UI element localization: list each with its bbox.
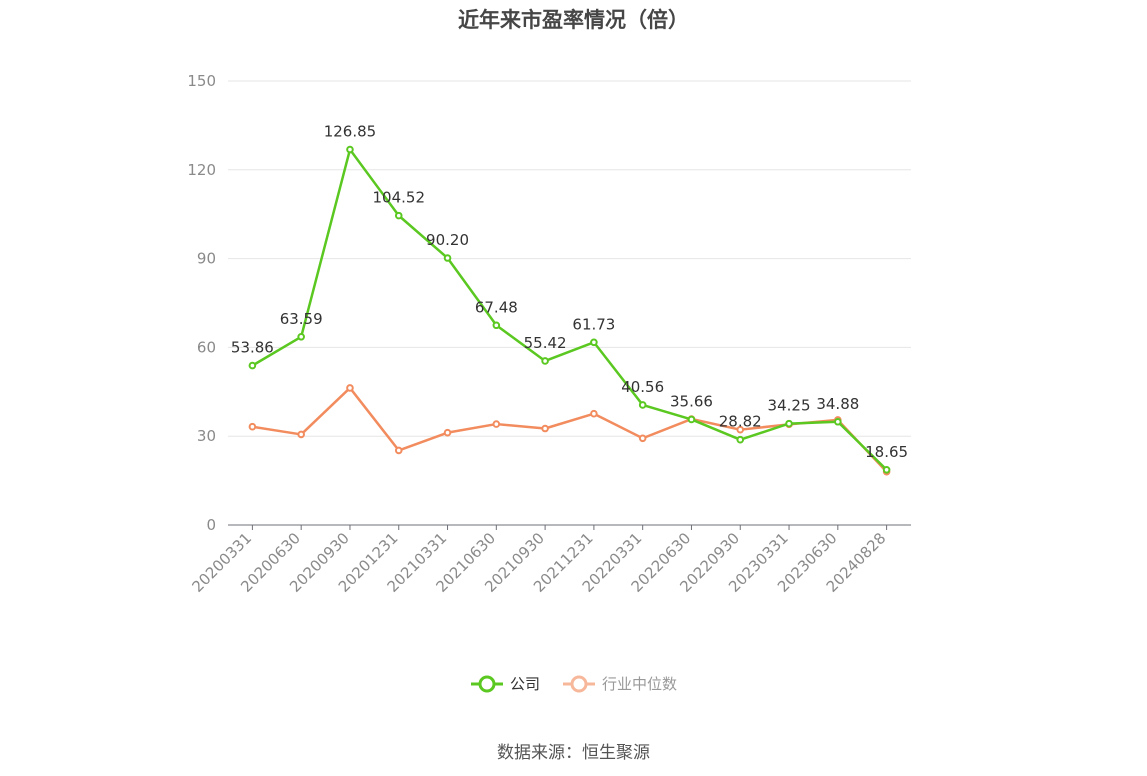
- data-label: 34.25: [768, 397, 811, 415]
- y-tick-label: 30: [197, 427, 216, 445]
- data-point-industry: [443, 428, 452, 437]
- data-label: 90.20: [426, 231, 469, 249]
- data-point-company: [443, 254, 452, 262]
- data-label: 67.48: [475, 298, 518, 316]
- data-point-industry: [394, 446, 403, 455]
- data-source: 数据来源：恒生聚源: [497, 743, 650, 763]
- legend-item-company[interactable]: 公司: [470, 673, 540, 694]
- data-point-industry: [541, 424, 549, 433]
- legend: 公司 行业中位数: [0, 673, 1147, 694]
- data-label: 61.73: [572, 315, 615, 333]
- y-tick-label: 0: [206, 516, 216, 534]
- grid-lines: [228, 80, 911, 437]
- series-line-company: [251, 148, 888, 471]
- data-label: 34.88: [816, 395, 859, 413]
- data-point-company: [687, 415, 696, 424]
- legend-marker-industry: [563, 675, 595, 692]
- data-point-industry: [248, 422, 257, 431]
- y-tick-label: 120: [187, 161, 216, 179]
- data-point-company: [346, 145, 354, 154]
- data-point-company: [394, 211, 403, 220]
- x-axis: 2020033120200630202009302020123120210331…: [188, 524, 911, 596]
- chart-title: 近年来市盈率情况（倍）: [458, 8, 689, 32]
- legend-label-company: 公司: [509, 675, 540, 693]
- data-point-company: [882, 465, 891, 474]
- data-point-company: [590, 338, 598, 347]
- data-label: 126.85: [324, 123, 377, 141]
- data-labels: 53.86 63.59 126.85 104.52 90.20 67.48 55.42 61.…: [231, 123, 908, 461]
- y-tick-label: 60: [197, 338, 216, 356]
- data-point-company: [541, 357, 549, 365]
- data-point-industry: [297, 430, 305, 439]
- y-tick-label: 150: [187, 72, 216, 90]
- data-label: 53.86: [231, 339, 274, 357]
- data-point-industry: [638, 434, 647, 443]
- data-point-company: [492, 321, 501, 330]
- data-label: 63.59: [280, 310, 323, 328]
- legend-item-industry[interactable]: 行业中位数: [562, 673, 677, 694]
- data-label: 55.42: [524, 334, 567, 352]
- data-point-company: [638, 401, 647, 409]
- series-lines: [248, 145, 891, 476]
- data-label: 104.52: [373, 189, 426, 207]
- data-point-industry: [590, 409, 598, 418]
- data-point-industry: [346, 384, 354, 392]
- data-label: 18.65: [865, 443, 908, 461]
- y-tick-label: 90: [197, 250, 216, 268]
- data-point-industry: [736, 425, 745, 434]
- data-point-company: [785, 419, 793, 428]
- data-label: 35.66: [670, 392, 713, 410]
- legend-label-industry: 行业中位数: [602, 675, 678, 693]
- data-point-company: [248, 361, 257, 370]
- data-point-company: [834, 417, 842, 426]
- data-label: 40.56: [621, 378, 664, 396]
- data-point-industry: [492, 420, 501, 428]
- data-point-company: [297, 332, 305, 341]
- legend-marker-company: [470, 675, 503, 692]
- data-label: 28.82: [719, 413, 762, 431]
- y-axis: 0 30 60 90 120 150: [187, 72, 216, 534]
- data-point-company: [736, 435, 745, 444]
